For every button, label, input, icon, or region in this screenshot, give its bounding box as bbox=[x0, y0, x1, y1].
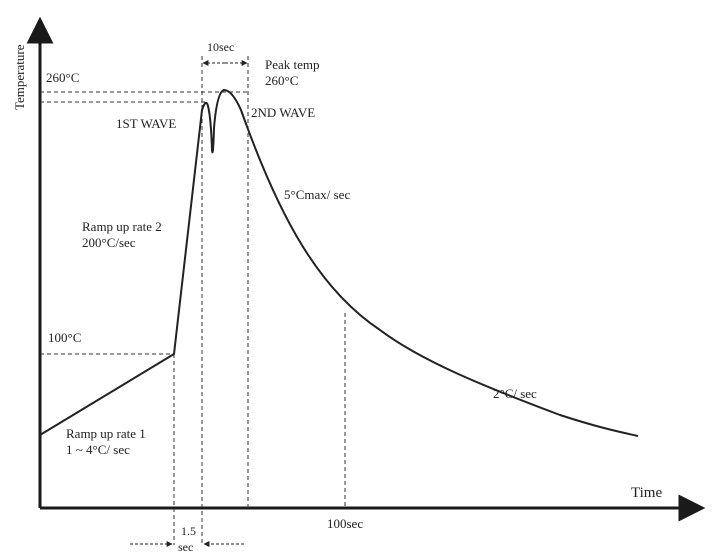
label-delay-unit: sec bbox=[178, 540, 193, 554]
x-axis-label: Time bbox=[631, 485, 662, 501]
label-10sec: 10sec bbox=[207, 40, 234, 54]
label-second-wave: 2ND WAVE bbox=[251, 105, 315, 120]
label-peak-temp-line2: 260°C bbox=[265, 73, 298, 88]
label-cooling-slow: 2°C/ sec bbox=[493, 386, 537, 401]
label-ramp1-line1: Ramp up rate 1 bbox=[66, 426, 146, 441]
dimension-arrows bbox=[130, 60, 248, 547]
y-axis-label: Temperature bbox=[12, 44, 27, 110]
label-delay-value: 1.5 bbox=[181, 524, 196, 538]
label-ramp2-line2: 200°C/sec bbox=[82, 235, 136, 250]
guide-lines bbox=[40, 56, 346, 545]
label-100c: 100°C bbox=[48, 330, 81, 345]
label-ramp1-line2: 1 ~ 4°C/ sec bbox=[66, 442, 130, 457]
label-peak-temp-line1: Peak temp bbox=[265, 57, 320, 72]
temperature-profile-curve bbox=[39, 88, 639, 437]
label-cooling-fast: 5°Cmax/ sec bbox=[284, 187, 350, 202]
label-ramp2-line1: Ramp up rate 2 bbox=[82, 219, 162, 234]
label-100sec: 100sec bbox=[327, 516, 363, 531]
label-first-wave: 1ST WAVE bbox=[116, 116, 176, 131]
label-260c: 260°C bbox=[46, 70, 79, 85]
